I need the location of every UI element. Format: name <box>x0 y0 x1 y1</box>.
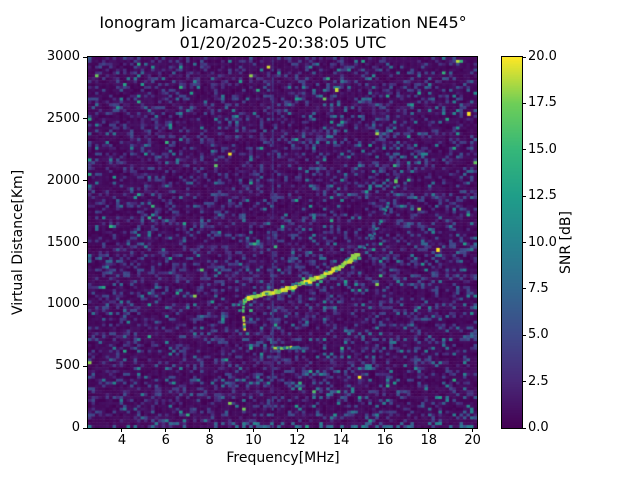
y-tick <box>83 118 87 120</box>
x-tick <box>165 428 167 432</box>
colorbar-tick-label: 7.5 <box>528 280 549 296</box>
colorbar-tick-label: 5.0 <box>528 327 549 343</box>
colorbar-gradient <box>502 57 522 428</box>
y-tick <box>83 242 87 243</box>
colorbar-tick <box>522 381 526 383</box>
colorbar-tick <box>522 288 526 290</box>
colorbar-tick <box>522 195 526 197</box>
y-axis-label: Virtual Distance[Km] <box>10 169 26 316</box>
colorbar-tick-label: 0.0 <box>528 420 549 435</box>
colorbar-tick-label: 2.5 <box>528 373 549 389</box>
colorbar-tick <box>522 334 526 336</box>
colorbar-tick-label: 12.5 <box>528 188 557 204</box>
colorbar-tick <box>522 242 526 243</box>
x-tick <box>384 428 386 432</box>
x-tick-label: 10 <box>245 433 262 448</box>
x-tick <box>252 428 254 432</box>
colorbar <box>501 56 523 429</box>
y-tick-label: 2000 <box>46 172 80 188</box>
y-tick-label: 500 <box>55 358 80 374</box>
y-tick-label: 1500 <box>46 234 80 250</box>
chart-title: Ionogram Jicamarca-Cuzco Polarization NE… <box>99 13 467 32</box>
y-tick <box>83 365 87 367</box>
y-tick <box>83 56 87 58</box>
y-tick <box>83 427 87 429</box>
x-tick <box>209 428 211 432</box>
plot-area <box>87 56 478 429</box>
chart-subtitle: 01/20/2025-20:38:05 UTC <box>179 33 387 52</box>
x-tick <box>428 428 430 432</box>
x-tick-label: 4 <box>117 433 127 448</box>
y-tick-label: 0 <box>71 420 80 435</box>
x-tick-label: 6 <box>161 433 170 448</box>
x-tick <box>296 428 298 432</box>
colorbar-tick <box>522 149 526 151</box>
y-tick <box>83 180 87 182</box>
x-tick-label: 14 <box>332 433 350 448</box>
colorbar-tick-label: 10.0 <box>528 234 557 250</box>
y-tick-label: 2500 <box>46 110 80 126</box>
x-tick <box>121 428 123 432</box>
colorbar-tick-label: 17.5 <box>528 95 557 111</box>
x-tick-label: 12 <box>289 433 306 448</box>
colorbar-tick-label: 15.0 <box>528 141 557 157</box>
y-tick <box>83 303 87 305</box>
x-tick <box>340 428 342 432</box>
x-tick-label: 20 <box>464 433 481 448</box>
colorbar-tick <box>522 102 526 104</box>
colorbar-tick <box>522 56 526 58</box>
x-tick-label: 8 <box>205 433 214 448</box>
ionogram-heatmap <box>88 57 477 428</box>
colorbar-label: SNR [dB] <box>558 211 574 274</box>
x-tick-label: 16 <box>376 433 394 448</box>
colorbar-tick <box>522 427 526 429</box>
x-tick-label: 18 <box>420 433 438 448</box>
colorbar-tick-label: 20.0 <box>528 49 557 64</box>
y-tick-label: 3000 <box>46 49 80 64</box>
x-axis-label: Frequency[MHz] <box>226 450 340 466</box>
y-tick-label: 1000 <box>46 296 80 312</box>
x-tick <box>472 428 474 432</box>
